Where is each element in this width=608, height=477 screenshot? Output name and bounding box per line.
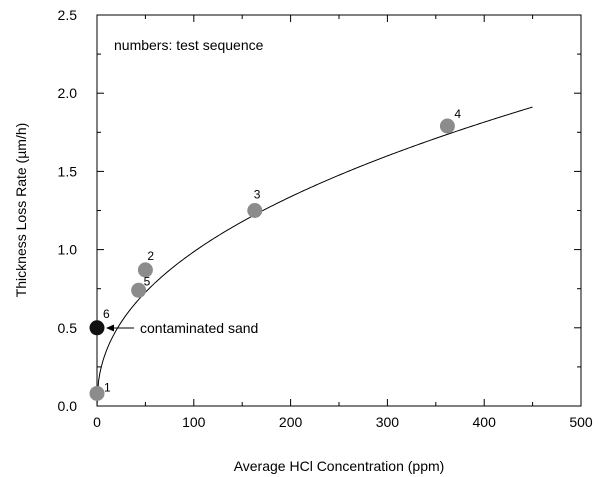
- axis-ticks: [96, 14, 582, 407]
- data-point: [439, 118, 455, 134]
- x-axis-title: Average HCl Concentration (ppm): [234, 458, 445, 474]
- data-point-label: 1: [104, 380, 111, 394]
- contaminated-sand-annotation: contaminated sand: [106, 320, 258, 336]
- annotation-arrow-head: [106, 324, 114, 332]
- data-point: [131, 282, 147, 298]
- y-tick-label: 1.5: [58, 163, 78, 179]
- y-tick-label: 2.5: [58, 7, 78, 23]
- data-point: [89, 320, 105, 336]
- data-points: [89, 118, 455, 401]
- x-tick-label: 0: [93, 414, 101, 430]
- point-labels: 1 2 3 4 5 6: [103, 107, 461, 394]
- data-point-label: 3: [254, 188, 261, 202]
- x-tick-label: 500: [569, 414, 593, 430]
- annotation-test-sequence: numbers: test sequence: [114, 37, 264, 53]
- plot-frame: [96, 14, 582, 407]
- x-tick-label: 200: [279, 414, 303, 430]
- y-tick-label: 2.0: [58, 85, 78, 101]
- y-tick-label: 1.0: [58, 242, 78, 258]
- y-tick-label: 0.0: [58, 398, 78, 414]
- x-tick-label: 400: [473, 414, 497, 430]
- data-point-label: 5: [144, 274, 151, 288]
- fit-curve: [96, 106, 533, 407]
- data-point-label: 2: [147, 249, 154, 263]
- x-tick-label: 300: [376, 414, 400, 430]
- data-point: [89, 385, 105, 401]
- data-point-label: 6: [103, 307, 110, 321]
- tick-labels: 0 100 200 300 400 500 0.0 0.5 1.0 1.5 2.0 2.5: [58, 7, 593, 430]
- y-axis-title: Thickness Loss Rate (µm/h): [13, 123, 29, 298]
- y-tick-label: 0.5: [58, 320, 78, 336]
- data-point-label: 4: [454, 107, 461, 121]
- data-point: [247, 203, 263, 218]
- data-point: [137, 262, 153, 278]
- annotation-contaminated-sand: contaminated sand: [140, 320, 258, 336]
- x-tick-label: 100: [182, 414, 206, 430]
